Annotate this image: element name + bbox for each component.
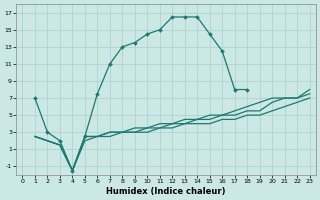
X-axis label: Humidex (Indice chaleur): Humidex (Indice chaleur) xyxy=(106,187,226,196)
